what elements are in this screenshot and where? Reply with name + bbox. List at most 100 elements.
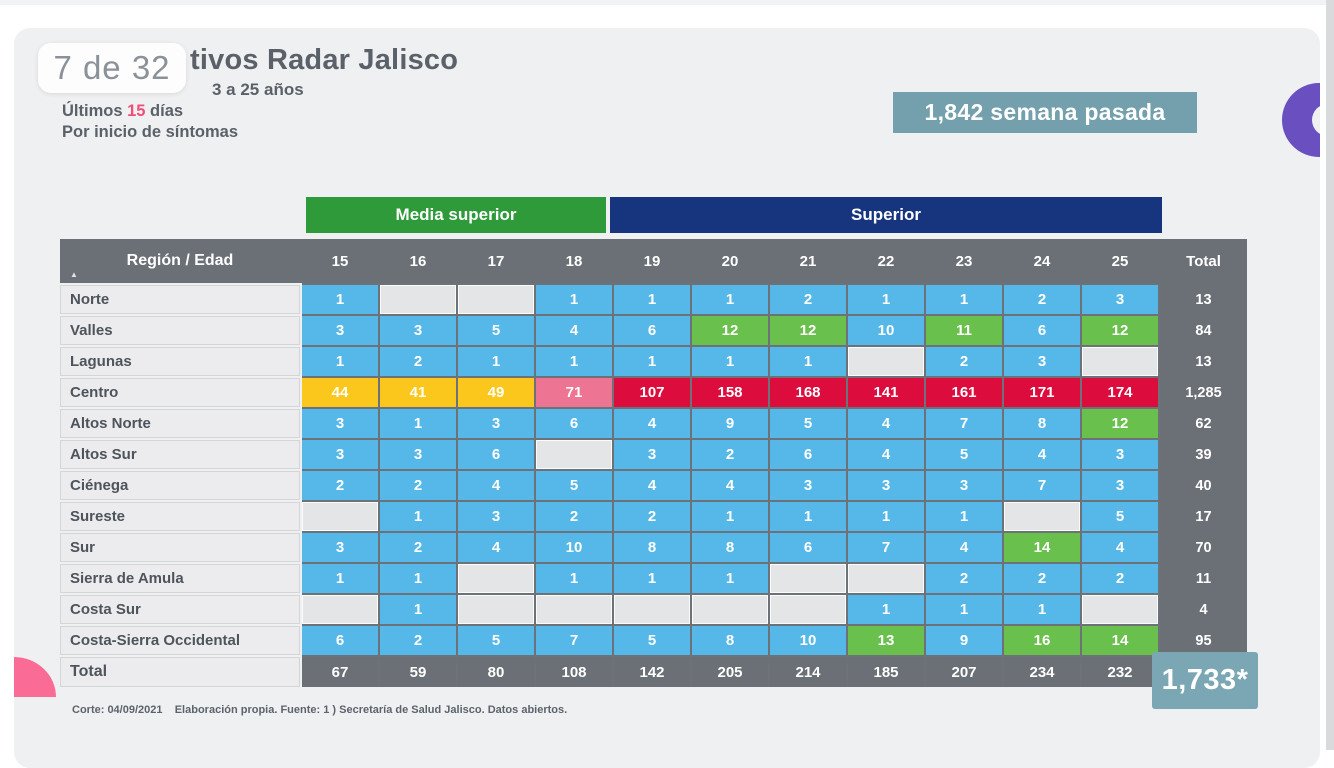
data-cell: 1 — [458, 347, 534, 376]
data-cell: 1 — [692, 285, 768, 314]
data-cell: 10 — [536, 533, 612, 562]
data-cell: 4 — [614, 471, 690, 500]
age-column-header: 17 — [487, 252, 505, 270]
data-cell: 1 — [302, 285, 378, 314]
data-cell: 1 — [302, 347, 378, 376]
data-cell: 2 — [380, 471, 456, 500]
column-total: 108 — [536, 657, 612, 687]
data-cell: 5 — [614, 626, 690, 655]
column-total: 67 — [302, 657, 378, 687]
data-cell: 4 — [1082, 533, 1158, 562]
data-cell: 41 — [380, 378, 456, 407]
data-cell: 174 — [1082, 378, 1158, 407]
data-cell: 6 — [302, 626, 378, 655]
data-cell — [380, 285, 456, 314]
data-cell: 1 — [536, 285, 612, 314]
data-cell: 5 — [458, 626, 534, 655]
data-cell: 3 — [926, 471, 1002, 500]
age-column-header: 21 — [799, 252, 817, 270]
column-total: 59 — [380, 657, 456, 687]
column-total: 234 — [1004, 657, 1080, 687]
column-total: 214 — [770, 657, 846, 687]
data-cell: 12 — [1082, 316, 1158, 345]
table-row: Costa-Sierra Occidental 6 2 5 7 5 8 10 13 9 16 14 95 — [60, 626, 1247, 655]
row-total: 70 — [1195, 539, 1212, 556]
data-cell: 5 — [458, 316, 534, 345]
data-cell: 7 — [1004, 471, 1080, 500]
period-prefix: Últimos — [62, 102, 128, 120]
data-cell: 1 — [692, 347, 768, 376]
data-cell: 44 — [302, 378, 378, 407]
data-cell: 1 — [770, 347, 846, 376]
table-row: Norte 1 1 1 1 2 1 1 2 3 13 — [60, 285, 1247, 314]
region-label: Ciénega — [60, 471, 300, 500]
age-column-header: 20 — [721, 252, 739, 270]
data-cell: 2 — [614, 502, 690, 531]
age-column-header: 22 — [877, 252, 895, 270]
column-total: 207 — [926, 657, 1002, 687]
data-cell: 1 — [614, 347, 690, 376]
table-row: Sureste 1 3 2 2 1 1 1 1 5 17 — [60, 502, 1247, 531]
column-total: 142 — [614, 657, 690, 687]
data-cell: 3 — [770, 471, 846, 500]
data-cell: 6 — [770, 533, 846, 562]
data-cell: 12 — [1082, 409, 1158, 438]
data-cell: 4 — [458, 471, 534, 500]
age-column-header: 23 — [955, 252, 973, 270]
data-cell — [770, 564, 846, 593]
data-cell: 8 — [692, 533, 768, 562]
data-cell: 158 — [692, 378, 768, 407]
data-cell: 5 — [926, 440, 1002, 469]
data-cell: 8 — [1004, 409, 1080, 438]
data-cell: 5 — [1082, 502, 1158, 531]
data-cell: 1 — [536, 564, 612, 593]
data-cell: 1 — [1004, 595, 1080, 624]
region-label: Norte — [60, 285, 300, 314]
data-cell: 49 — [458, 378, 534, 407]
data-cell — [692, 595, 768, 624]
data-cell — [458, 595, 534, 624]
data-cell: 5 — [536, 471, 612, 500]
data-cell: 4 — [848, 409, 924, 438]
data-cell: 9 — [926, 626, 1002, 655]
data-cell: 2 — [380, 626, 456, 655]
data-cell: 6 — [458, 440, 534, 469]
data-cell: 6 — [536, 409, 612, 438]
data-cell: 71 — [536, 378, 612, 407]
data-cell: 9 — [692, 409, 768, 438]
period-suffix: días — [145, 102, 184, 120]
window-right-edge — [1326, 0, 1334, 750]
table-row: Ciénega 2 2 4 5 4 4 3 3 3 7 3 40 — [60, 471, 1247, 500]
slide-card: tivos Radar Jalisco 3 a 25 años 7 de 32 … — [14, 28, 1320, 768]
table-row: Sierra de Amula 1 1 1 1 1 2 2 2 11 — [60, 564, 1247, 593]
data-cell — [302, 502, 378, 531]
data-cell: 6 — [770, 440, 846, 469]
data-cell: 1 — [692, 564, 768, 593]
data-cell: 8 — [692, 626, 768, 655]
data-cell: 3 — [458, 409, 534, 438]
data-cell: 1 — [770, 502, 846, 531]
data-cell: 3 — [1004, 347, 1080, 376]
region-label: Sierra de Amula — [60, 564, 300, 593]
data-cell: 1 — [692, 502, 768, 531]
data-cell — [302, 595, 378, 624]
data-cell: 1 — [380, 595, 456, 624]
sort-triangle-icon: ▲ — [70, 270, 78, 279]
age-column-header: 16 — [409, 252, 427, 270]
data-cell: 3 — [380, 440, 456, 469]
data-cell: 1 — [536, 347, 612, 376]
table-row: Valles 3 3 5 4 6 12 12 10 11 6 12 84 — [60, 316, 1247, 345]
age-column-header: 18 — [565, 252, 583, 270]
data-cell: 1 — [614, 285, 690, 314]
table-body: ▲ Región / Edad 15 16 17 18 19 20 21 22 23 24 25 Tota… — [60, 239, 1247, 687]
data-cell — [848, 564, 924, 593]
data-cell: 161 — [926, 378, 1002, 407]
data-cell: 3 — [380, 316, 456, 345]
data-cell: 168 — [770, 378, 846, 407]
region-age-header-label: Región / Edad — [126, 252, 234, 269]
table-row: Centro 44 41 49 71 107 158 168 141 161 171 174 1,285 — [60, 378, 1247, 407]
data-cell — [536, 595, 612, 624]
source-note: Corte: 04/09/2021 Elaboración propia. Fu… — [72, 704, 568, 716]
age-column-header: 19 — [643, 252, 661, 270]
region-label: Altos Sur — [60, 440, 300, 469]
